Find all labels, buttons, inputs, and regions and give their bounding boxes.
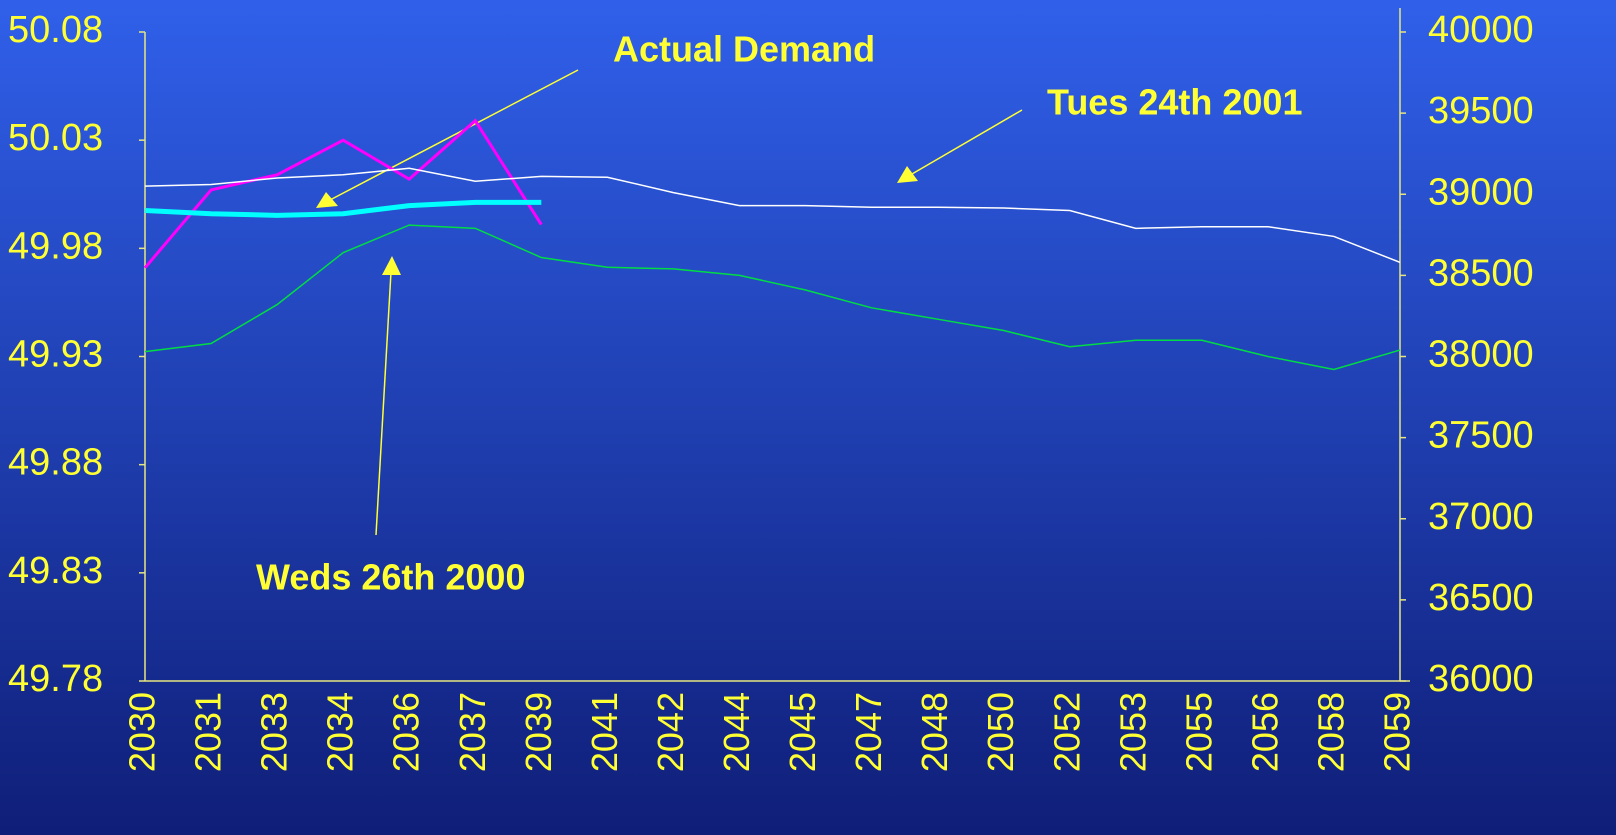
series-line	[144, 167, 1401, 264]
x-tick-label: 2045	[782, 692, 823, 772]
annotation: Tues 24th 2001	[1047, 82, 1302, 123]
series-line	[144, 199, 542, 218]
y-tick-label: 49.83	[8, 550, 103, 592]
x-tick-label: 2041	[584, 692, 625, 772]
x-tick-label: 2059	[1377, 692, 1418, 772]
y-tick-label: 50.08	[8, 9, 103, 51]
y-tick-label: 49.93	[8, 334, 103, 376]
arrow-head	[316, 192, 338, 208]
y2-tick-label: 36000	[1428, 658, 1534, 700]
annotation: Actual Demand	[613, 29, 875, 70]
x-tick-label: 2056	[1244, 692, 1285, 772]
x-tick-label: 2052	[1046, 692, 1087, 772]
x-tick-label: 2039	[518, 692, 559, 772]
y-tick-label: 49.88	[8, 442, 103, 484]
x-tick-label: 2055	[1178, 692, 1219, 772]
y2-tick-label: 36500	[1428, 577, 1534, 619]
y-tick-label: 49.98	[8, 225, 103, 267]
arrows	[316, 69, 1023, 536]
arrow-head	[382, 256, 401, 275]
arrow-line	[911, 109, 1023, 175]
x-tick-label: 2034	[320, 692, 361, 772]
x-tick-label: 2047	[848, 692, 889, 772]
y-tick-label: 49.78	[8, 658, 103, 700]
y2-tick-label: 37000	[1428, 496, 1534, 538]
y2-tick-label: 39000	[1428, 171, 1534, 213]
x-tick-label: 2053	[1112, 692, 1153, 772]
x-tick-label: 2058	[1310, 692, 1351, 772]
x-tick-label: 2033	[254, 692, 295, 772]
x-tick-label: 2050	[980, 692, 1021, 772]
y2-tick-label: 39500	[1428, 90, 1534, 132]
annotation: Weds 26th 2000	[256, 557, 525, 598]
x-tick-label: 2042	[650, 692, 691, 772]
series-line	[143, 118, 543, 269]
x-tick-label: 2030	[122, 692, 163, 772]
y2-tick-label: 40000	[1428, 9, 1534, 51]
x-tick-label: 2037	[452, 692, 493, 772]
x-tick-label: 2044	[716, 692, 757, 772]
series-line	[144, 224, 1401, 371]
arrow-line	[375, 271, 392, 536]
y2-tick-label: 38500	[1428, 252, 1534, 294]
x-tick-label: 2031	[188, 692, 229, 772]
x-tick-label: 2036	[386, 692, 427, 772]
arrow-head	[897, 166, 918, 183]
arrow-line	[329, 69, 579, 201]
y-tick-label: 50.03	[8, 117, 103, 159]
y2-tick-label: 37500	[1428, 415, 1534, 457]
x-tick-label: 2048	[914, 692, 955, 772]
y2-tick-label: 38000	[1428, 334, 1534, 376]
